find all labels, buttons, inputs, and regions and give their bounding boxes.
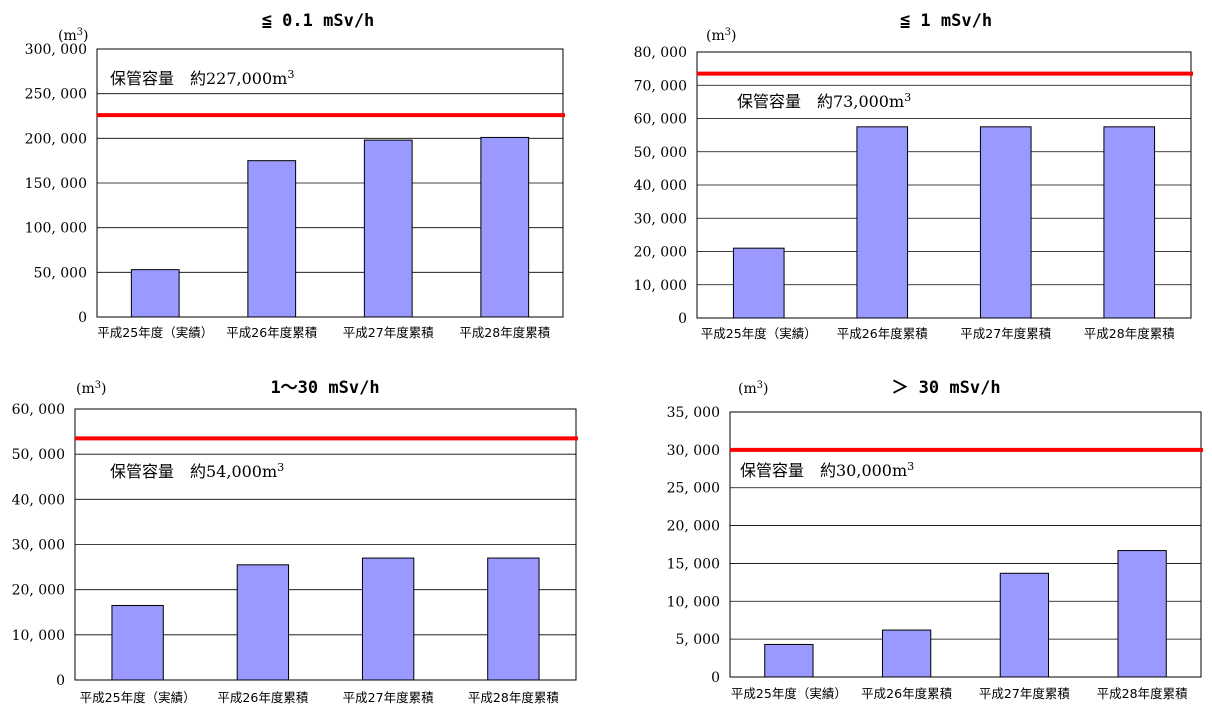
chart-title: 1～30 mSv/h — [270, 378, 379, 398]
capacity-label: 保管容量 約30,000m3 — [740, 460, 914, 481]
y-tick-label: 20, 000 — [634, 245, 687, 261]
y-tick-label: 20, 000 — [667, 519, 720, 535]
x-category-label: 平成28年度累積 — [459, 325, 550, 340]
x-category-label: 平成27年度累積 — [979, 686, 1070, 701]
plot-frame — [74, 408, 577, 681]
x-category-label: 平成27年度累積 — [960, 326, 1051, 341]
y-tick-label: 0 — [78, 310, 87, 326]
y-tick-label: 30, 000 — [667, 443, 720, 459]
y-tick-label: 20, 000 — [12, 583, 65, 599]
chart-panel-4: 0 5, 000 10, 000 15, 000 20, 000 25, 000 30, 0… — [667, 378, 1203, 701]
capacity-label: 保管容量 約73,000m3 — [737, 91, 911, 112]
y-tick-label: 100, 000 — [25, 221, 87, 237]
y-tick-label: 0 — [678, 311, 687, 327]
capacity-label: 保管容量 約54,000m3 — [110, 461, 284, 482]
y-unit-label: (m3) — [738, 380, 768, 398]
y-tick-label: 50, 000 — [34, 265, 87, 281]
x-category-label: 平成25年度（実績） — [97, 325, 213, 340]
x-category-label: 平成28年度累積 — [1084, 326, 1175, 341]
bar — [236, 564, 290, 681]
bar — [111, 604, 164, 681]
bar — [130, 269, 180, 318]
x-category-label: 平成27年度累積 — [343, 690, 434, 705]
bar — [881, 629, 932, 678]
y-tick-label: 30, 000 — [12, 538, 65, 554]
y-tick-label: 200, 000 — [25, 131, 87, 147]
y-tick-label: 0 — [56, 673, 65, 689]
y-tick-label: 5, 000 — [675, 632, 720, 648]
chart-panel-2: 0 10, 000 20, 000 30, 000 40, 000 50, 000 60, … — [634, 11, 1193, 341]
plot-frame — [696, 51, 1192, 319]
y-tick-label: 50, 000 — [634, 145, 687, 161]
x-category-label: 平成28年度累積 — [468, 690, 559, 705]
y-tick-label: 60, 000 — [12, 402, 65, 418]
bar — [856, 126, 909, 319]
y-tick-label: 10, 000 — [634, 278, 687, 294]
y-tick-label: 10, 000 — [12, 628, 65, 644]
x-category-label: 平成26年度累積 — [226, 325, 317, 340]
chart-title: ＞ 30 mSv/h — [891, 378, 1000, 398]
bar — [361, 557, 415, 681]
plot-frame — [729, 411, 1202, 678]
y-tick-label: 150, 000 — [25, 176, 87, 192]
y-tick-label: 0 — [711, 670, 720, 686]
x-category-label: 平成28年度累積 — [1097, 686, 1188, 701]
bar — [764, 643, 814, 678]
bar — [999, 572, 1050, 678]
x-category-label: 平成25年度（実績） — [701, 326, 817, 341]
chart-title: ≦ 1 mSv/h — [900, 11, 992, 31]
y-tick-label: 15, 000 — [667, 556, 720, 572]
bar — [1103, 126, 1156, 319]
y-unit-label: (m3) — [58, 27, 88, 45]
y-tick-label: 50, 000 — [12, 447, 65, 463]
capacity-label: 保管容量 約227,000m3 — [110, 68, 294, 89]
bar — [979, 126, 1032, 319]
chart-panel-1: 0 50, 000 100, 000 150, 000 200, 000 250, 000… — [25, 11, 565, 340]
bar — [363, 139, 413, 318]
plot-frame — [96, 48, 564, 318]
y-tick-label: 25, 000 — [667, 481, 720, 497]
y-unit-label: (m3) — [706, 27, 736, 45]
y-tick-label: 35, 000 — [667, 405, 720, 421]
x-category-label: 平成26年度累積 — [217, 690, 308, 705]
x-category-label: 平成27年度累積 — [343, 325, 434, 340]
y-unit-label: (m3) — [76, 380, 106, 398]
y-tick-label: 80, 000 — [634, 45, 687, 61]
bar — [480, 136, 530, 318]
y-tick-label: 300, 000 — [25, 42, 87, 58]
y-tick-label: 10, 000 — [667, 594, 720, 610]
bar — [487, 557, 540, 681]
y-tick-label: 250, 000 — [25, 87, 87, 103]
y-tick-label: 70, 000 — [634, 78, 687, 94]
y-tick-label: 40, 000 — [12, 492, 65, 508]
chart-panel-3: 0 10, 000 20, 000 30, 000 40, 000 50, 000 60, … — [12, 378, 578, 705]
x-category-label: 平成25年度（実績） — [731, 686, 847, 701]
bar — [247, 160, 297, 318]
y-tick-label: 30, 000 — [634, 211, 687, 227]
x-category-label: 平成26年度累積 — [837, 326, 928, 341]
x-category-label: 平成25年度（実績） — [80, 690, 196, 705]
y-tick-label: 40, 000 — [634, 178, 687, 194]
bar — [1117, 550, 1167, 678]
chart-title: ≦ 0.1 mSv/h — [262, 11, 375, 31]
y-tick-label: 60, 000 — [634, 112, 687, 128]
x-category-label: 平成26年度累積 — [861, 686, 952, 701]
bar — [732, 247, 785, 319]
